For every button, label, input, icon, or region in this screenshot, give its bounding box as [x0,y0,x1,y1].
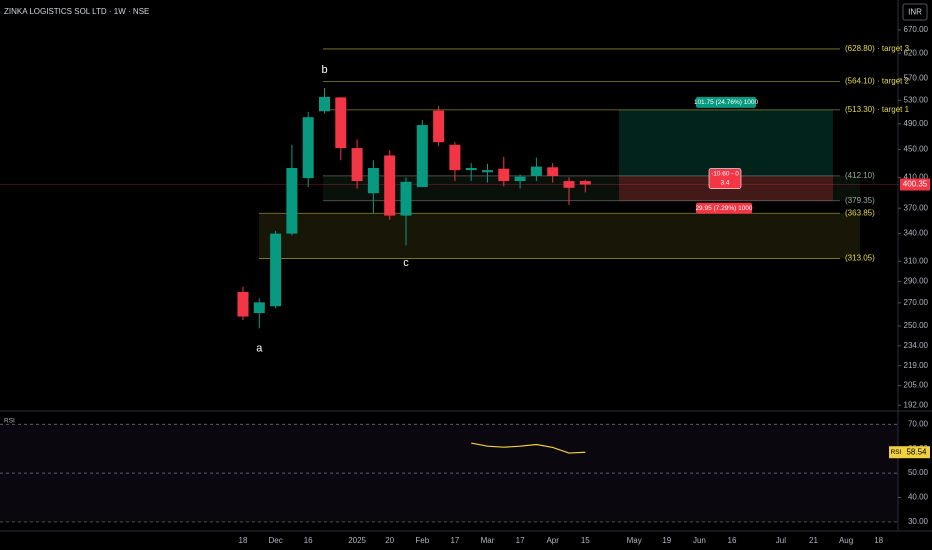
candle-body [237,291,249,317]
rsi-title: RSI [4,418,15,425]
candle-body [433,110,445,143]
candle-body [482,170,493,173]
y-tick-label: 70.00 [908,419,929,428]
x-tick-label: Feb [415,536,429,545]
candle-body [416,125,428,188]
candle-body [253,302,265,314]
x-tick-label: 21 [809,536,818,545]
status-label: -10.60 - 0 [711,170,739,177]
candle-body [400,181,412,216]
candle-body [270,233,282,307]
rsi-name-badge [889,446,903,459]
x-tick-label: Jun [693,536,706,545]
last-price-label: 400.35 [903,180,928,189]
y-tick-label: 234.00 [904,341,929,350]
candle-body [319,96,330,112]
stop-label: 29.95 (7.29%) 1000 [695,205,752,212]
candle-body [514,176,526,182]
x-tick-label: 16 [728,536,737,545]
candle-body [579,181,591,185]
target-label: 101.75 (24.76%) 1000 [694,99,759,106]
entry-zone [323,175,860,201]
y-tick-label: 670.00 [904,25,929,34]
status-label: 3.4 [720,179,729,186]
y-tick-label: 250.00 [904,321,929,330]
currency-button[interactable] [902,3,928,21]
x-tick-label: Apr [546,536,559,545]
stop-badge [696,202,752,214]
y-tick-label: 205.00 [904,381,929,390]
rsi-value-label: 58.54 [906,447,927,456]
y-tick-label: 620.00 [904,48,929,57]
rsi-line [471,442,586,454]
candle-body [367,168,379,194]
x-tick-label: 20 [385,536,394,545]
y-tick-label: 530.00 [904,95,929,104]
y-tick-label: 270.00 [904,298,929,307]
candle-body [563,181,575,188]
x-tick-label: 16 [304,536,313,545]
level-label: (363.85) [845,208,875,217]
x-tick-label: 15 [581,536,590,545]
level-label: (564.10) · target 2 [845,77,910,86]
y-tick-label: 219.00 [904,361,929,370]
level-label: (513.30) · target 1 [845,105,910,114]
candle-body [465,168,477,171]
y-tick-label: 50.00 [908,468,929,477]
level-label: (313.05) [845,254,875,263]
pivot-label: a [256,342,263,354]
candle-body [547,167,559,176]
y-tick-label: 410.00 [904,172,929,181]
y-tick-label: 570.00 [904,74,929,83]
currency[interactable]: INR [908,8,922,17]
x-tick-label: Mar [481,536,495,545]
y-tick-label: 370.00 [904,203,929,212]
x-tick-label: 17 [516,536,525,545]
candle-body [286,168,298,234]
x-tick-label: 19 [662,536,671,545]
x-tick-label: 18 [239,536,248,545]
symbol-title: ZINKA LOGISTICS SOL LTD · 1W · NSE [4,7,149,16]
level-label: (412.10) [845,171,875,180]
candle-body [351,148,363,182]
candle-body [530,166,542,176]
rsi-name-label: RSI [891,449,902,456]
y-tick-label: 310.00 [904,256,929,265]
candle-body [384,155,396,216]
rsi-value-badge [903,446,930,459]
y-tick-label: 30.00 [908,517,929,526]
y-tick-label: 192.00 [904,400,929,409]
x-tick-label: 2025 [348,536,366,545]
y-tick-label: 40.00 [908,493,929,502]
candle-body [302,117,314,179]
status-badge [708,168,742,189]
x-tick-label: Aug [839,536,853,545]
last-price-badge [900,178,930,191]
candle-body [449,144,461,171]
demand-zone [259,213,860,259]
y-tick-label: 340.00 [904,229,929,238]
x-tick-label: Dec [268,536,282,545]
target-box [619,109,833,176]
y-tick-label: 290.00 [904,277,929,286]
candle-body [335,97,347,149]
level-label: (628.80) · target 3 [845,44,910,53]
candle-body [498,168,510,182]
level-label: (379.35) [845,196,875,205]
pivot-label: c [403,257,409,269]
y-tick-label: 450.00 [904,145,929,154]
target-badge [696,96,756,108]
x-tick-label: 18 [874,536,883,545]
x-tick-label: 17 [450,536,459,545]
y-tick-label: 490.00 [904,119,929,128]
rsi-band [0,424,898,522]
x-tick-label: May [627,536,642,545]
pivot-label: b [321,64,327,76]
x-tick-label: Jul [776,536,786,545]
